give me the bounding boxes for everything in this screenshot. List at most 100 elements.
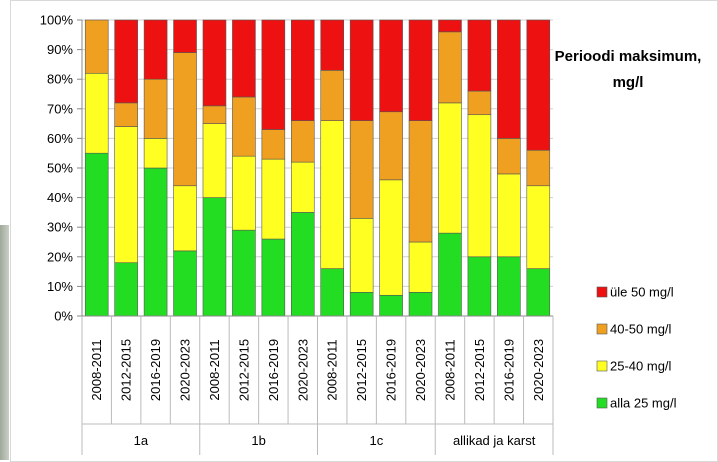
- y-tick-label: 40%: [47, 190, 73, 205]
- bar-segment: [143, 167, 168, 317]
- group-label: 1b: [251, 433, 265, 448]
- bar-segment: [408, 120, 433, 243]
- category-label: 2012-2015: [236, 339, 251, 401]
- category-label: 2016-2019: [266, 339, 281, 401]
- bar-segment: [84, 152, 109, 317]
- bar-segment: [349, 120, 374, 219]
- category-label: 2012-2015: [472, 339, 487, 401]
- legend-swatch: [596, 360, 608, 372]
- bar-segment: [467, 90, 492, 116]
- bar-segment: [173, 250, 197, 317]
- y-tick-label: 80%: [47, 72, 73, 87]
- bar-segment: [261, 158, 286, 240]
- bar-segment: [497, 19, 521, 139]
- bar-segment: [438, 31, 462, 104]
- y-tick-label: 50%: [47, 161, 73, 176]
- bar-segment: [261, 129, 286, 160]
- bar-segment: [320, 19, 344, 71]
- y-tick-label: 100%: [40, 13, 74, 28]
- bar-segment: [408, 241, 433, 293]
- bar-segment: [438, 19, 462, 33]
- bar-segment: [114, 102, 138, 127]
- bar-segment: [114, 262, 138, 317]
- bar-segment: [320, 268, 344, 317]
- legend-label: 25-40 mg/l: [610, 359, 672, 374]
- y-tick-label: 20%: [47, 249, 73, 264]
- bar-segment: [379, 111, 403, 181]
- bar-segment: [320, 70, 344, 121]
- y-tick-label: 10%: [47, 279, 73, 294]
- category-label: 2016-2019: [148, 339, 163, 401]
- category-label: 2008-2011: [442, 339, 457, 400]
- bar-segment: [438, 232, 462, 317]
- legend-swatch: [596, 397, 608, 409]
- bar-segment: [526, 185, 551, 269]
- bar-segment: [173, 19, 197, 53]
- group-label: 1c: [370, 433, 384, 448]
- category-label: 2020-2023: [178, 339, 193, 401]
- bar-segment: [408, 19, 433, 121]
- category-label: 2016-2019: [384, 339, 399, 401]
- legend-label: alla 25 mg/l: [610, 396, 677, 411]
- category-label: 2020-2023: [413, 339, 428, 401]
- bar-segment: [526, 19, 551, 151]
- bar-segment: [173, 185, 197, 252]
- bar-segment: [232, 96, 256, 157]
- y-tick-label: 0%: [54, 309, 73, 324]
- chart-title: Perioodi maksimum, mg/l: [554, 48, 702, 91]
- bar-segment: [143, 138, 168, 169]
- bar-segment: [232, 155, 256, 231]
- bar-segment: [114, 126, 138, 264]
- bar-segment: [84, 19, 109, 74]
- bar-segment: [438, 102, 462, 234]
- bar-segment: [497, 173, 521, 258]
- bar-segment: [291, 120, 315, 163]
- bar-segment: [467, 19, 492, 92]
- legend-swatch: [596, 286, 608, 298]
- bar-segment: [467, 114, 492, 258]
- bar-segment: [467, 256, 492, 317]
- bar-segment: [232, 229, 256, 317]
- bar-segment: [291, 19, 315, 121]
- bar-segment: [143, 19, 168, 80]
- category-label: 2008-2011: [207, 339, 222, 400]
- bar-segment: [349, 19, 374, 121]
- bar-segment: [320, 120, 344, 269]
- y-tick-label: 90%: [47, 42, 73, 57]
- background-photo-edge: [0, 225, 9, 460]
- legend-swatch: [596, 323, 608, 335]
- bar-segment: [84, 72, 109, 154]
- category-label: 2012-2015: [119, 339, 134, 401]
- bar-segment: [408, 292, 433, 317]
- bar-segment: [379, 294, 403, 317]
- bar-segment: [526, 149, 551, 187]
- bar-segment: [114, 19, 138, 104]
- category-label: 2012-2015: [354, 339, 369, 401]
- category-label: 2008-2011: [89, 339, 104, 400]
- bar-segment: [173, 52, 197, 187]
- group-label: 1a: [134, 433, 149, 448]
- bar-segment: [379, 19, 403, 113]
- category-label: 2020-2023: [295, 339, 310, 401]
- bar-segment: [526, 268, 551, 317]
- y-tick-label: 60%: [47, 131, 73, 146]
- bar-segment: [379, 179, 403, 296]
- bar-segment: [143, 78, 168, 139]
- group-label: allikad ja karst: [453, 433, 536, 448]
- category-label: 2008-2011: [325, 339, 340, 400]
- bar-segment: [261, 19, 286, 130]
- bar-segment: [232, 19, 256, 98]
- bar-segment: [349, 292, 374, 317]
- bar-segment: [291, 161, 315, 213]
- y-tick-label: 30%: [47, 220, 73, 235]
- category-label: 2016-2019: [501, 339, 516, 401]
- bar-segment: [202, 19, 227, 107]
- bar-segment: [202, 197, 227, 317]
- legend-label: üle 50 mg/l: [610, 285, 674, 300]
- bar-segment: [497, 256, 521, 317]
- category-label: 2020-2023: [531, 339, 546, 401]
- bar-segment: [202, 123, 227, 198]
- y-tick-label: 70%: [47, 101, 73, 116]
